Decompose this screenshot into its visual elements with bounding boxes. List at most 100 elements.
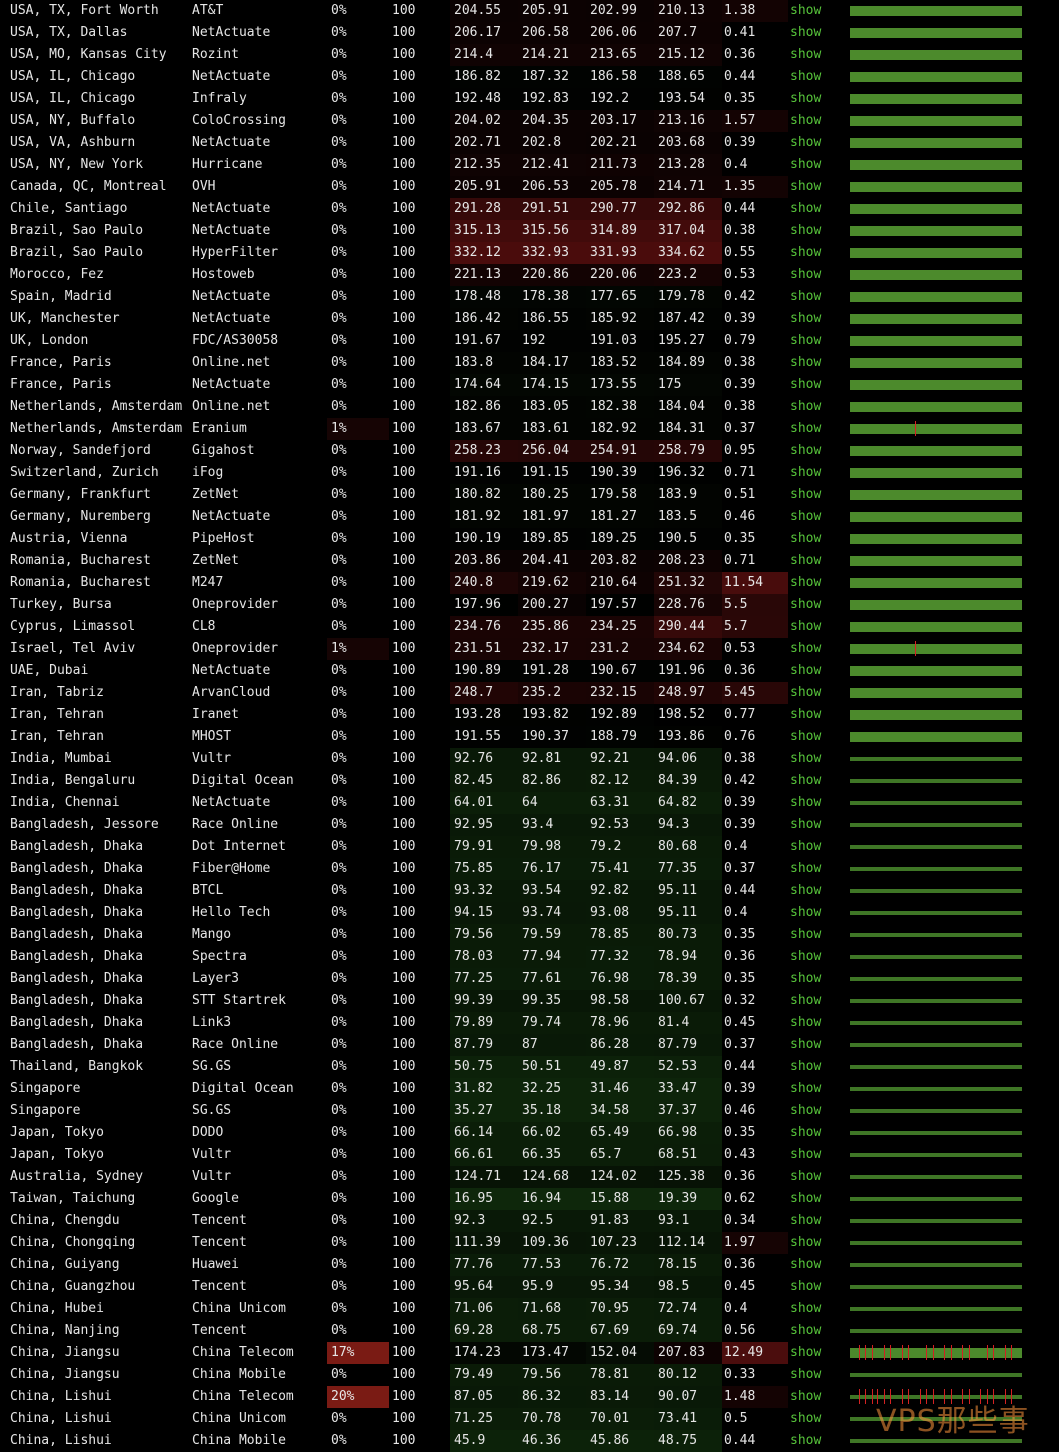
loss-cell: 0% — [331, 465, 347, 480]
show-graph-link[interactable]: show — [790, 91, 822, 106]
show-graph-link[interactable]: show — [790, 531, 822, 546]
show-graph-link[interactable]: show — [790, 1081, 822, 1096]
provider-cell: NetActuate — [192, 25, 271, 40]
show-graph-link[interactable]: show — [790, 1279, 822, 1294]
show-graph-link[interactable]: show — [790, 663, 822, 678]
show-graph-link[interactable]: show — [790, 1301, 822, 1316]
show-graph-link[interactable]: show — [790, 1059, 822, 1074]
loss-cell: 0% — [331, 531, 347, 546]
show-graph-link[interactable]: show — [790, 1103, 822, 1118]
packet-loss-mark — [933, 1345, 934, 1360]
show-graph-link[interactable]: show — [790, 597, 822, 612]
show-graph-link[interactable]: show — [790, 1125, 822, 1140]
latency-graph — [850, 374, 1022, 396]
latency-graph-bar — [850, 1395, 1022, 1399]
show-graph-link[interactable]: show — [790, 267, 822, 282]
show-graph-link[interactable]: show — [790, 1389, 822, 1404]
show-graph-link[interactable]: show — [790, 1147, 822, 1162]
show-graph-link[interactable]: show — [790, 201, 822, 216]
show-graph-link[interactable]: show — [790, 1411, 822, 1426]
show-graph-link[interactable]: show — [790, 685, 822, 700]
show-graph-link[interactable]: show — [790, 993, 822, 1008]
show-graph-link[interactable]: show — [790, 1191, 822, 1206]
provider-cell: ZetNet — [192, 487, 239, 502]
location-cell: India, Bengaluru — [10, 773, 136, 788]
show-graph-link[interactable]: show — [790, 487, 822, 502]
best-cell: 185.92 — [586, 308, 654, 330]
show-graph-link[interactable]: show — [790, 377, 822, 392]
show-graph-link[interactable]: show — [790, 421, 822, 436]
table-row: Taiwan, Taichung Google 0% 100 16.95 16.94 15.… — [0, 1188, 1059, 1210]
show-graph-link[interactable]: show — [790, 729, 822, 744]
show-graph-link[interactable]: show — [790, 25, 822, 40]
show-graph-link[interactable]: show — [790, 1257, 822, 1272]
show-graph-link[interactable]: show — [790, 223, 822, 238]
show-graph-link[interactable]: show — [790, 69, 822, 84]
show-graph-link[interactable]: show — [790, 641, 822, 656]
provider-cell: Race Online — [192, 1037, 279, 1052]
show-graph-link[interactable]: show — [790, 1015, 822, 1030]
sent-cell: 100 — [392, 883, 416, 898]
show-graph-link[interactable]: show — [790, 773, 822, 788]
last-cell: 174.23 — [450, 1342, 518, 1364]
show-graph-link[interactable]: show — [790, 971, 822, 986]
show-graph-link[interactable]: show — [790, 1213, 822, 1228]
show-graph-link[interactable]: show — [790, 795, 822, 810]
show-graph-link[interactable]: show — [790, 707, 822, 722]
show-graph-link[interactable]: show — [790, 355, 822, 370]
show-graph-link[interactable]: show — [790, 575, 822, 590]
show-graph-link[interactable]: show — [790, 333, 822, 348]
show-graph-link[interactable]: show — [790, 47, 822, 62]
latency-graph-bar — [850, 1087, 1022, 1091]
show-graph-link[interactable]: show — [790, 949, 822, 964]
best-cell: 82.12 — [586, 770, 654, 792]
location-cell: USA, MO, Kansas City — [10, 47, 167, 62]
show-graph-link[interactable]: show — [790, 443, 822, 458]
show-graph-link[interactable]: show — [790, 179, 822, 194]
loss-cell: 0% — [331, 1411, 347, 1426]
show-graph-link[interactable]: show — [790, 751, 822, 766]
show-graph-link[interactable]: show — [790, 861, 822, 876]
show-graph-link[interactable]: show — [790, 135, 822, 150]
show-graph-link[interactable]: show — [790, 1169, 822, 1184]
best-cell: 76.98 — [586, 968, 654, 990]
worst-cell: 179.78 — [654, 286, 722, 308]
table-row: Bangladesh, Dhaka Dot Internet 0% 100 79.91 7… — [0, 836, 1059, 858]
show-graph-link[interactable]: show — [790, 509, 822, 524]
show-graph-link[interactable]: show — [790, 1433, 822, 1448]
loss-cell: 0% — [331, 289, 347, 304]
latency-graph-bar — [850, 556, 1022, 566]
show-graph-link[interactable]: show — [790, 927, 822, 942]
show-graph-link[interactable]: show — [790, 157, 822, 172]
show-graph-link[interactable]: show — [790, 289, 822, 304]
show-graph-link[interactable]: show — [790, 1367, 822, 1382]
avg-cell: 206.53 — [518, 176, 586, 198]
show-graph-link[interactable]: show — [790, 817, 822, 832]
show-graph-link[interactable]: show — [790, 245, 822, 260]
show-graph-link[interactable]: show — [790, 465, 822, 480]
show-graph-link[interactable]: show — [790, 553, 822, 568]
stdev-cell: 0.37 — [724, 861, 756, 876]
avg-cell: 214.21 — [518, 44, 586, 66]
best-cell: 70.01 — [586, 1408, 654, 1430]
show-graph-link[interactable]: show — [790, 1345, 822, 1360]
last-cell: 69.28 — [450, 1320, 518, 1342]
show-graph-link[interactable]: show — [790, 1235, 822, 1250]
show-graph-link[interactable]: show — [790, 113, 822, 128]
show-graph-link[interactable]: show — [790, 1037, 822, 1052]
show-graph-link[interactable]: show — [790, 1323, 822, 1338]
table-row: Bangladesh, Dhaka Layer3 0% 100 77.25 77.61 76… — [0, 968, 1059, 990]
show-graph-link[interactable]: show — [790, 311, 822, 326]
best-cell: 78.85 — [586, 924, 654, 946]
worst-cell: 125.38 — [654, 1166, 722, 1188]
table-row: Singapore SG.GS 0% 100 35.27 35.18 34.58 37.37 0… — [0, 1100, 1059, 1122]
avg-cell: 183.05 — [518, 396, 586, 418]
stdev-cell: 0.44 — [724, 883, 756, 898]
table-row: USA, IL, Chicago Infraly 0% 100 192.48 192.83… — [0, 88, 1059, 110]
show-graph-link[interactable]: show — [790, 839, 822, 854]
show-graph-link[interactable]: show — [790, 905, 822, 920]
show-graph-link[interactable]: show — [790, 399, 822, 414]
show-graph-link[interactable]: show — [790, 883, 822, 898]
show-graph-link[interactable]: show — [790, 619, 822, 634]
show-graph-link[interactable]: show — [790, 3, 822, 18]
